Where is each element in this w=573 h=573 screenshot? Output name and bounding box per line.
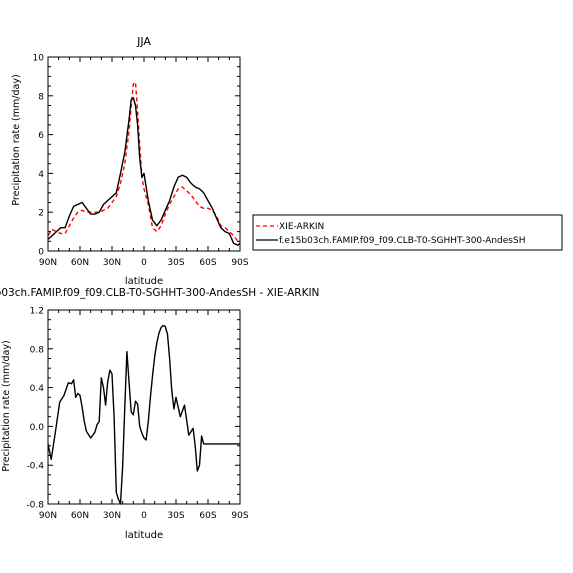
top-y-tick-label: 2: [38, 209, 44, 219]
top-x-tick-label: 30N: [103, 258, 121, 268]
bottom-series-line-0: [47, 324, 240, 505]
top-y-tick-label: 6: [38, 131, 44, 141]
top-x-tick-label: 90N: [39, 258, 57, 268]
top-axis-ticks: 90N 60N 30N 0 30S 60S 90S 0 2 4 6 8 10: [33, 54, 249, 269]
top-series-line-1: [47, 96, 241, 246]
bottom-y-tick-label: 0.8: [30, 345, 45, 355]
top-x-tick-label: 90S: [231, 258, 248, 268]
legend-label-xie-arkin: XIE-ARKIN: [279, 222, 324, 232]
bottom-y-tick-label: 1.2: [30, 307, 44, 317]
bottom-y-tick-label: 0.4: [30, 384, 45, 394]
bottom-x-tick-label: 60S: [199, 511, 216, 521]
top-y-tick-label: 8: [38, 92, 44, 102]
bottom-x-tick-label: 90N: [39, 511, 57, 521]
legend-label-model: f.e15b03ch.FAMIP.f09_f09.CLB-T0-SGHHT-30…: [279, 236, 525, 246]
bottom-y-tick-label: -0.4: [26, 462, 44, 472]
top-plot-frame: [47, 56, 241, 252]
top-x-tick-label: 0: [141, 258, 147, 268]
bottom-y-axis-label: Precipitation rate (mm/day): [1, 340, 12, 471]
top-x-axis-label: latitude: [125, 276, 163, 287]
bottom-x-tick-label: 30S: [167, 511, 184, 521]
bottom-x-tick-label: 0: [141, 511, 147, 521]
top-y-tick-label: 4: [38, 170, 44, 180]
top-y-axis-label: Precipitation rate (mm/day): [11, 74, 22, 205]
bottom-axis-ticks: 90N 60N 30N 0 30S 60S 90S -0.8 -0.4 0.0 0.4 0.8 1.2: [26, 307, 248, 522]
top-panel: JJA Precipitation rate (mm/day) latitude…: [11, 35, 249, 287]
bottom-x-tick-label: 90S: [231, 511, 248, 521]
top-panel-title: JJA: [136, 35, 151, 48]
top-x-tick-label: 30S: [167, 258, 184, 268]
bottom-y-tick-label: -0.8: [26, 501, 44, 511]
top-x-tick-label: 60N: [71, 258, 89, 268]
top-series-lines: [47, 81, 241, 246]
bottom-panel: f.e15b03ch.FAMIP.f09_f09.CLB-T0-SGHHT-30…: [0, 287, 319, 541]
legend-box: [252, 214, 563, 251]
bottom-x-tick-label: 30N: [103, 511, 121, 521]
bottom-series-lines: [47, 324, 240, 505]
bottom-panel-title: f.e15b03ch.FAMIP.f09_f09.CLB-T0-SGHHT-30…: [0, 287, 319, 299]
top-y-tick-label: 10: [33, 54, 45, 64]
top-series-line-0: [47, 81, 241, 244]
top-x-tick-label: 60S: [199, 258, 216, 268]
top-y-tick-label: 0: [38, 248, 44, 258]
bottom-x-axis-label: latitude: [125, 530, 163, 541]
bottom-plot-frame: [47, 309, 241, 505]
legend: XIE-ARKIN f.e15b03ch.FAMIP.f09_f09.CLB-T…: [252, 214, 563, 251]
bottom-y-tick-label: 0.0: [30, 423, 45, 433]
bottom-x-tick-label: 60N: [71, 511, 89, 521]
